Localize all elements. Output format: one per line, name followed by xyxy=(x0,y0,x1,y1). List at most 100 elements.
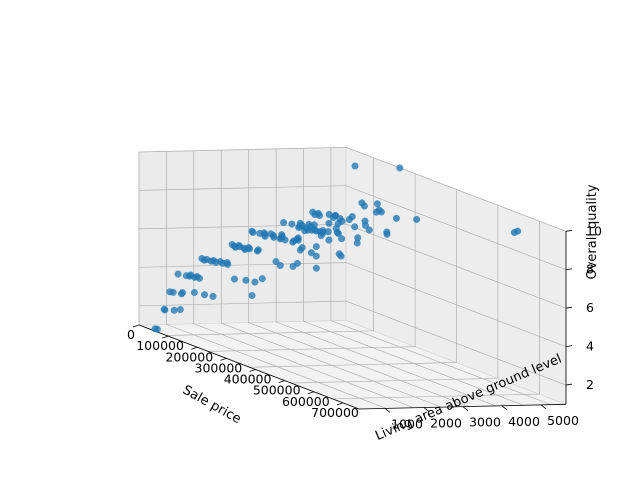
y-tick-mark xyxy=(501,405,508,411)
x-grid-line xyxy=(166,151,387,409)
data-point xyxy=(254,246,262,254)
z-tick-label: 10 xyxy=(586,223,602,238)
tick-marks xyxy=(132,229,573,413)
grid-lines xyxy=(138,146,567,410)
z-grid-line xyxy=(138,185,567,271)
x-tick-mark xyxy=(220,357,227,361)
z-tick-label: 2 xyxy=(586,377,594,392)
data-point xyxy=(358,199,366,207)
x-tick-label: 100000 xyxy=(136,338,184,353)
x-tick-mark xyxy=(278,380,285,384)
x-grid-line xyxy=(248,149,469,407)
data-point xyxy=(348,213,356,221)
y-tick-label: 3000 xyxy=(469,415,501,430)
x-tick-label: 700000 xyxy=(311,405,359,420)
axis-lines xyxy=(138,231,567,410)
y-axis-line xyxy=(358,403,567,410)
left-wall-pane xyxy=(138,146,347,326)
data-point xyxy=(383,228,391,236)
tick-labels: 0100000200000300000400000500000600000700… xyxy=(127,223,602,431)
x-axis-line xyxy=(138,324,360,410)
data-point xyxy=(276,262,284,269)
z-grid-line xyxy=(138,223,567,309)
data-point xyxy=(288,220,296,228)
data-point xyxy=(325,219,333,227)
data-point xyxy=(174,270,182,278)
data-point xyxy=(248,227,256,235)
y-tick-mark xyxy=(423,407,430,412)
data-point xyxy=(353,239,361,247)
data-point xyxy=(248,292,256,299)
data-point xyxy=(198,255,206,262)
data-point xyxy=(166,288,174,296)
data-point xyxy=(338,235,346,243)
x-tick-mark xyxy=(336,402,344,406)
data-point xyxy=(317,232,325,240)
y-grid-line xyxy=(249,189,457,368)
data-point xyxy=(251,278,259,286)
data-point xyxy=(231,275,238,283)
data-point xyxy=(228,241,236,248)
data-point xyxy=(351,162,359,170)
data-point xyxy=(312,243,320,251)
data-point xyxy=(309,208,317,216)
z-tick-mark xyxy=(565,383,573,386)
data-point xyxy=(160,305,168,313)
y-tick-label: 4000 xyxy=(508,414,540,429)
z-tick-label: 8 xyxy=(586,262,594,277)
x-tick-mark xyxy=(191,346,198,350)
data-point xyxy=(190,289,198,296)
data-point xyxy=(260,229,268,237)
data-point xyxy=(258,275,266,283)
data-point xyxy=(325,236,333,244)
y-tick-label: 5000 xyxy=(547,413,579,428)
data-point xyxy=(216,258,224,266)
x-tick-mark xyxy=(162,335,169,339)
data-point xyxy=(365,226,373,234)
data-point xyxy=(235,242,243,249)
x-tick-mark xyxy=(132,324,140,328)
data-point xyxy=(413,215,421,223)
x-tick-label: 200000 xyxy=(165,349,213,364)
z-grid-line xyxy=(138,300,567,386)
data-point xyxy=(193,273,201,281)
y-tick-mark xyxy=(462,406,469,411)
x-tick-label: 500000 xyxy=(253,383,301,398)
data-point xyxy=(278,231,286,239)
y-grid-line xyxy=(166,157,374,336)
x-tick-label: 600000 xyxy=(282,394,330,409)
x-grid-line xyxy=(275,148,497,407)
data-point xyxy=(361,221,369,229)
data-point xyxy=(396,164,404,172)
y-tick-label: 2000 xyxy=(430,416,462,431)
data-point xyxy=(176,306,184,313)
data-point xyxy=(334,220,342,228)
x-grid-line xyxy=(330,147,552,405)
x-grid-line xyxy=(303,148,524,406)
x-tick-label: 0 xyxy=(127,327,135,342)
y-grid-line xyxy=(332,221,540,400)
z-tick-mark xyxy=(565,345,573,348)
y-grid-line xyxy=(208,173,416,352)
data-point xyxy=(209,292,217,300)
data-point xyxy=(201,291,208,299)
data-point xyxy=(210,257,218,265)
z-tick-mark xyxy=(565,229,573,232)
data-point xyxy=(305,220,313,228)
x-tick-label: 300000 xyxy=(195,360,243,375)
y-tick-mark xyxy=(384,408,391,413)
data-point xyxy=(280,219,288,226)
z-tick-label: 6 xyxy=(586,300,594,315)
data-point xyxy=(245,244,253,252)
data-point xyxy=(289,262,297,270)
data-point xyxy=(223,259,231,267)
data-point xyxy=(337,252,345,260)
data-point xyxy=(272,258,280,265)
data-point xyxy=(296,246,304,254)
data-point xyxy=(307,249,315,257)
z-tick-mark xyxy=(565,306,573,309)
data-point xyxy=(179,289,186,297)
z-tick-mark xyxy=(565,268,573,271)
data-point xyxy=(312,252,320,260)
